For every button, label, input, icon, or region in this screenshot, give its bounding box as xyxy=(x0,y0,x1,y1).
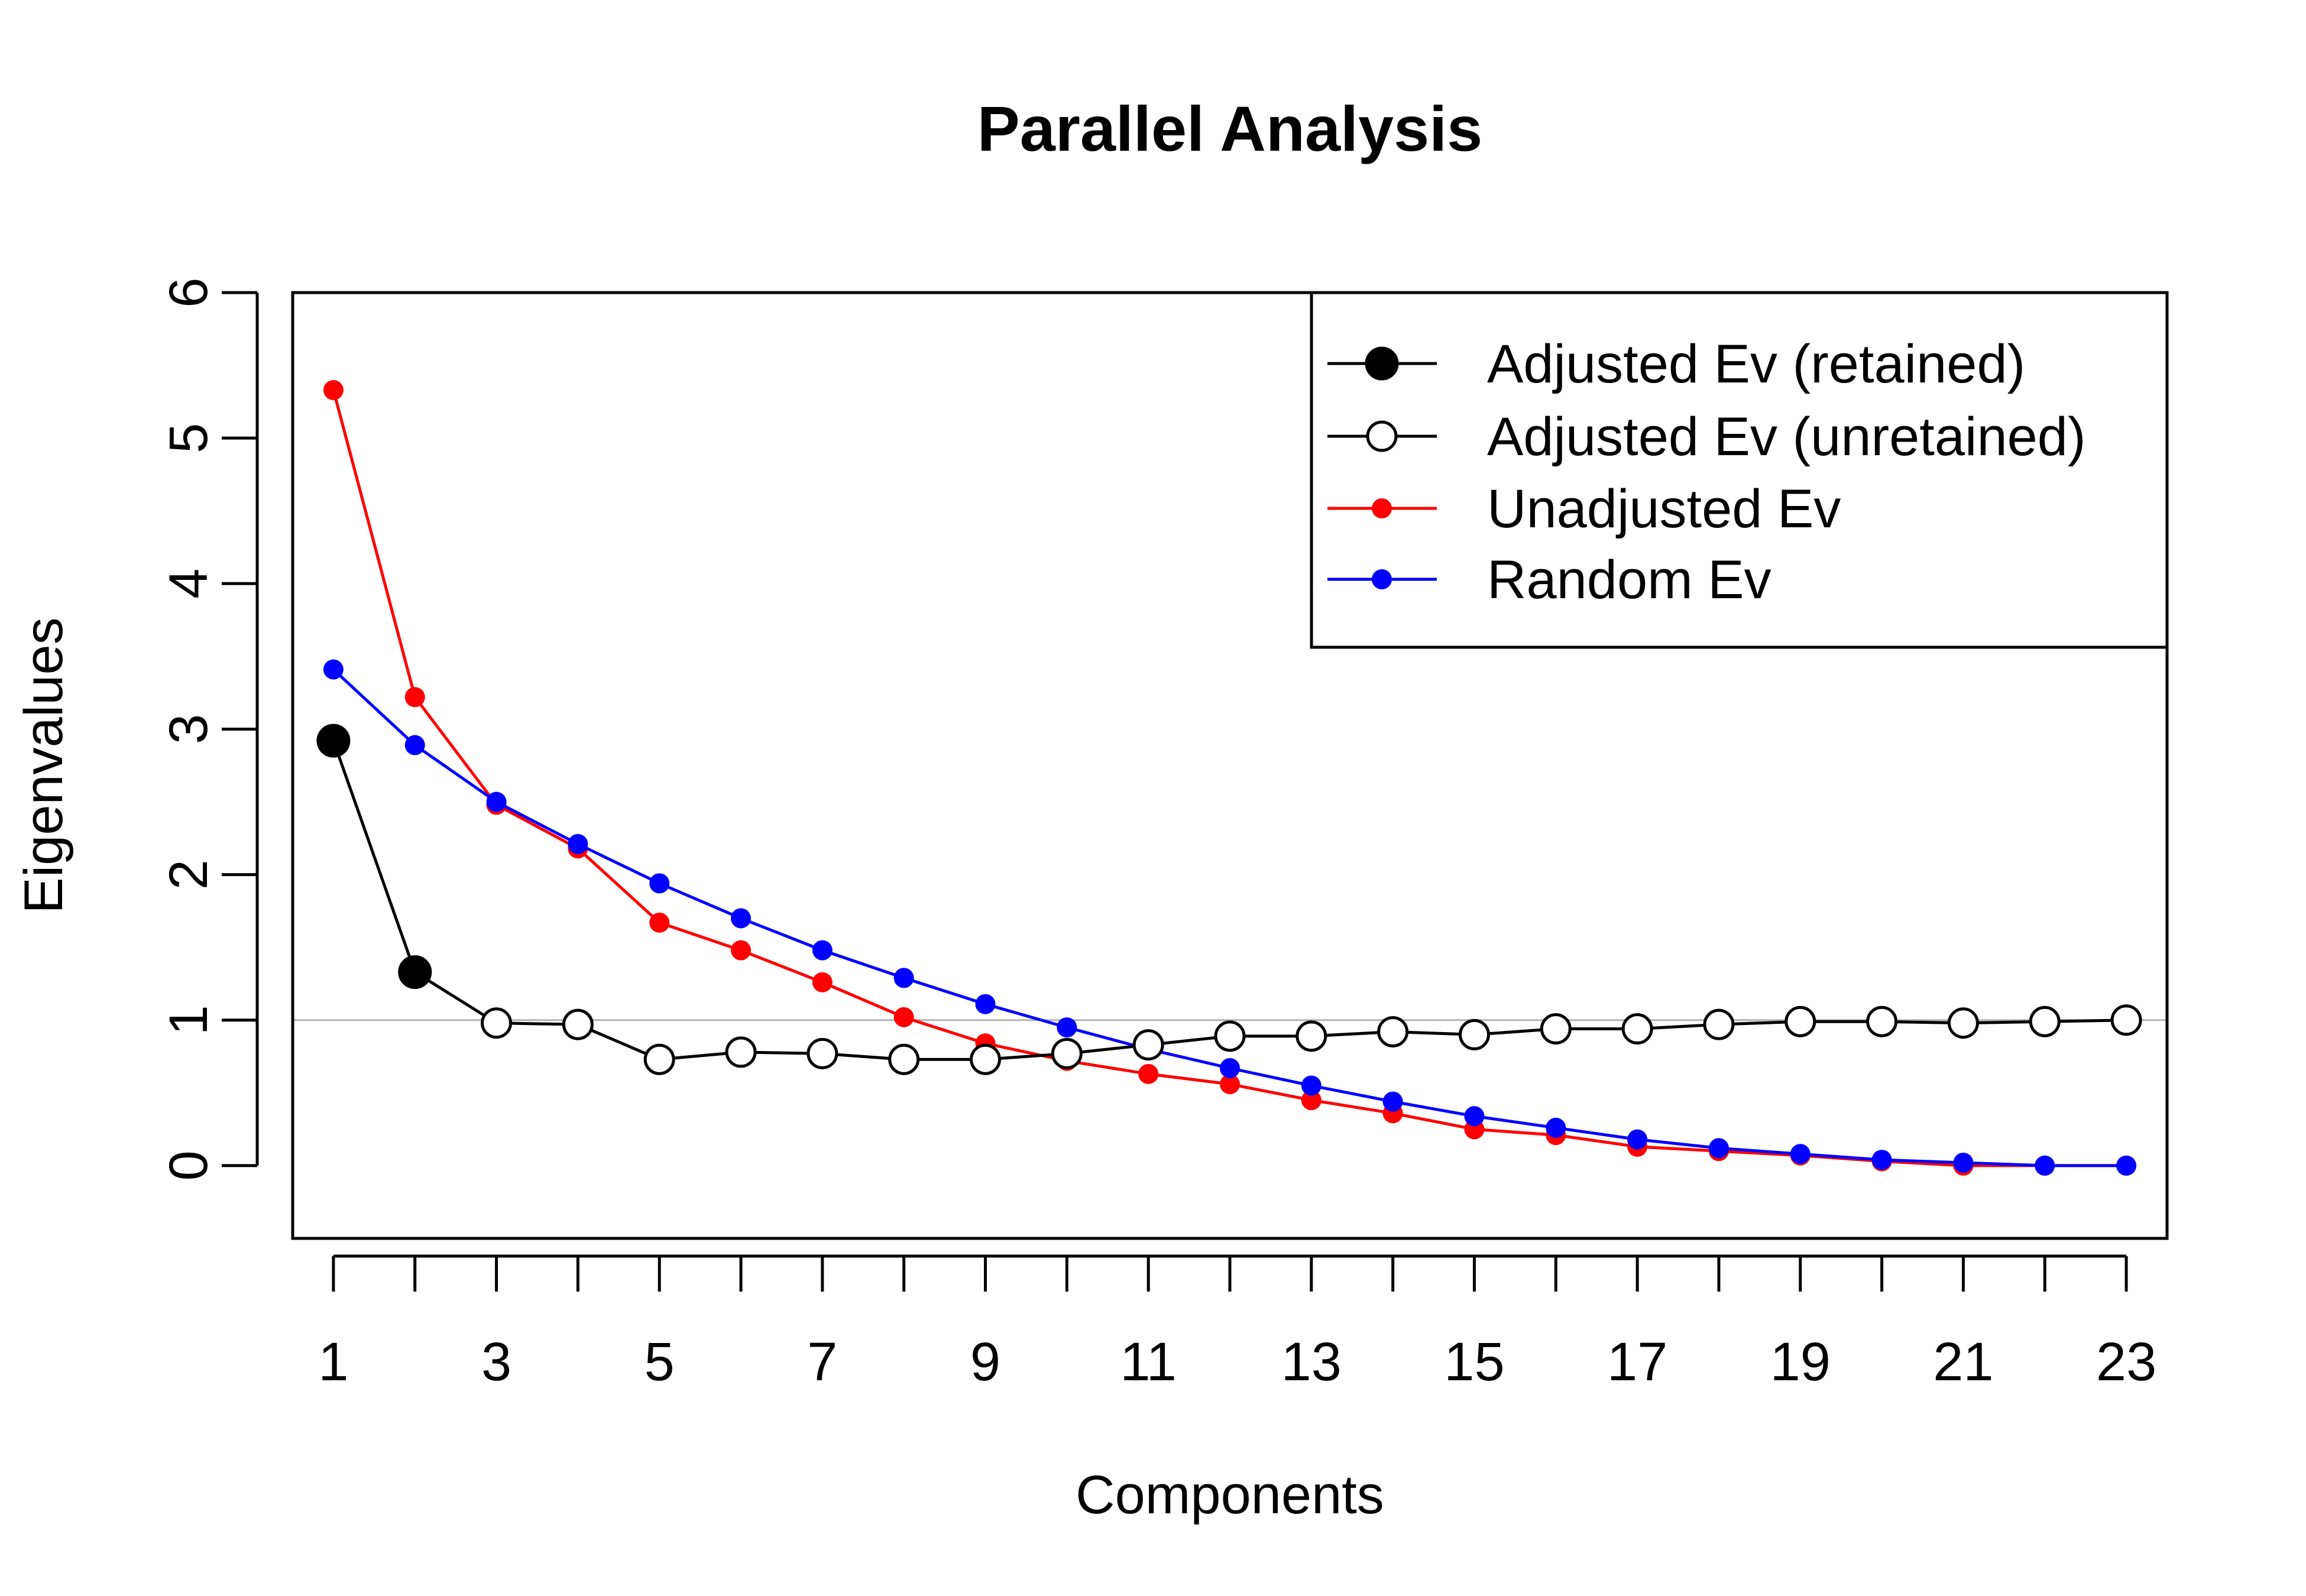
adjusted-ev-unretained-point xyxy=(562,1008,594,1040)
adjusted-ev-unretained-point xyxy=(1540,1013,1572,1045)
adjusted-ev-retained-point xyxy=(316,724,351,758)
random-ev-point xyxy=(1871,1150,1892,1170)
random-ev-point xyxy=(1790,1144,1811,1164)
random-ev-point xyxy=(893,968,914,988)
series-layer xyxy=(316,379,2142,1176)
y-tick-label: 6 xyxy=(158,277,219,307)
adjusted-ev-unretained-point xyxy=(1458,1018,1490,1050)
random-ev-point xyxy=(2035,1155,2055,1176)
legend-label: Unadjusted Ev xyxy=(1487,479,1841,539)
adjusted-ev-unretained-point xyxy=(1947,1007,1979,1039)
adjusted-ev-unretained-point xyxy=(1621,1013,1653,1045)
unadjusted-ev-point xyxy=(893,1007,914,1027)
x-tick-label: 5 xyxy=(644,1332,675,1392)
x-tick-label: 13 xyxy=(1281,1332,1342,1392)
adjusted-ev-unretained-point xyxy=(725,1036,757,1068)
adjusted-ev-unretained-point xyxy=(1295,1020,1327,1052)
random-ev-point xyxy=(568,833,588,854)
x-axis-label: Components xyxy=(1076,1465,1384,1525)
adjusted-ev-unretained-point xyxy=(2029,1005,2061,1037)
random-ev-point xyxy=(1220,1058,1240,1078)
y-tick-label: 2 xyxy=(158,859,219,890)
x-tick-label: 19 xyxy=(1770,1332,1831,1392)
legend-box xyxy=(1310,291,2169,649)
y-tick-label: 5 xyxy=(158,423,219,453)
random-ev-point xyxy=(1953,1153,1974,1173)
random-ev-point xyxy=(486,791,507,812)
random-ev-point xyxy=(1057,1017,1077,1038)
x-tick-label: 7 xyxy=(807,1332,837,1392)
chart-title: Parallel Analysis xyxy=(977,93,1483,164)
random-ev-point xyxy=(649,873,670,894)
adjusted-ev-unretained-point xyxy=(970,1043,1002,1075)
adjusted-ev-unretained-point xyxy=(1132,1029,1164,1061)
adjusted-ev-unretained-point xyxy=(1051,1037,1083,1069)
adjusted-ev-unretained-point xyxy=(888,1043,920,1075)
unadjusted-ev-point xyxy=(1301,1090,1322,1111)
x-tick-label: 17 xyxy=(1607,1332,1667,1392)
legend-marker xyxy=(1372,569,1392,589)
x-tick-label: 3 xyxy=(481,1332,511,1392)
plot-frame xyxy=(291,291,2169,1240)
random-ev-point xyxy=(2116,1155,2137,1176)
unadjusted-ev-point xyxy=(649,912,670,933)
legend-label: Adjusted Ev (retained) xyxy=(1487,334,2025,394)
random-ev-point xyxy=(1382,1091,1403,1112)
random-ev-point xyxy=(1708,1138,1729,1159)
unadjusted-ev-point xyxy=(731,940,752,961)
random-ev-point xyxy=(812,940,833,961)
y-axis-label: Eigenvalues xyxy=(14,617,74,913)
random-ev-point xyxy=(975,994,996,1014)
y-tick-label: 3 xyxy=(158,714,219,744)
adjusted-ev-unretained-point xyxy=(643,1043,675,1075)
unadjusted-ev-point xyxy=(812,972,833,992)
adjusted-ev-unretained-point xyxy=(1214,1020,1246,1052)
random-ev-point xyxy=(1546,1117,1566,1138)
x-tick-label: 23 xyxy=(2096,1332,2156,1392)
legend-label: Random Ev xyxy=(1487,550,1771,610)
adjusted-ev-unretained-point xyxy=(1784,1005,1816,1037)
legend-label: Adjusted Ev (unretained) xyxy=(1487,407,2086,467)
y-tick-label: 4 xyxy=(158,569,219,599)
unadjusted-ev-point xyxy=(323,379,344,400)
x-tick-label: 21 xyxy=(1933,1332,1993,1392)
random-ev-point xyxy=(404,735,425,755)
legend-marker xyxy=(1366,420,1398,452)
x-tick-label: 9 xyxy=(970,1332,1000,1392)
adjusted-ev-unretained-point xyxy=(807,1037,838,1069)
y-tick-label: 1 xyxy=(158,1005,219,1035)
y-tick-label: 0 xyxy=(158,1150,219,1180)
legend-marker xyxy=(1365,346,1399,381)
unadjusted-ev-point xyxy=(404,687,425,708)
x-tick-label: 1 xyxy=(318,1332,348,1392)
adjusted-ev-unretained-point xyxy=(1703,1008,1735,1040)
x-tick-label: 11 xyxy=(1120,1332,1177,1392)
random-ev-point xyxy=(323,659,344,680)
adjusted-ev-unretained-point xyxy=(1866,1005,1898,1037)
unadjusted-ev-point xyxy=(1220,1074,1240,1095)
unadjusted-ev-point xyxy=(1138,1063,1159,1084)
legend: Adjusted Ev (retained) Adjusted Ev (unret… xyxy=(1310,291,2169,649)
random-ev-point xyxy=(1301,1075,1322,1096)
random-ev-point xyxy=(731,908,752,929)
x-tick-label: 15 xyxy=(1444,1332,1504,1392)
random-ev-point xyxy=(1627,1129,1648,1150)
legend-marker xyxy=(1372,498,1392,518)
adjusted-ev-unretained-point xyxy=(481,1007,513,1039)
adjusted-ev-unretained-point xyxy=(2110,1004,2142,1036)
adjusted-ev-retained-point xyxy=(398,955,432,990)
random-ev-point xyxy=(1464,1106,1485,1127)
adjusted-ev-unretained-point xyxy=(1377,1016,1409,1047)
